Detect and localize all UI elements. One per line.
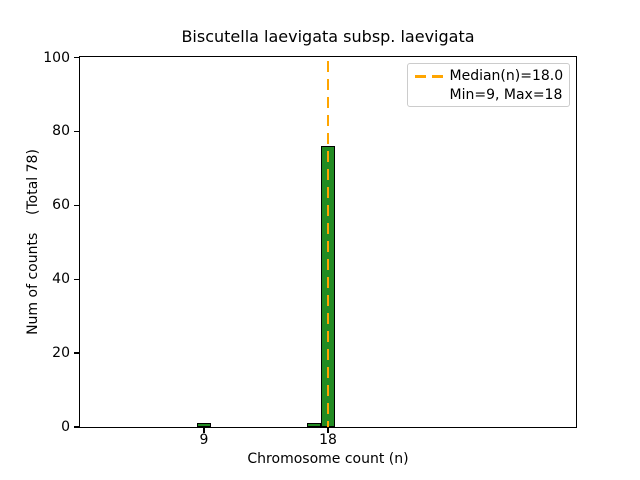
y-tick-label: 100 xyxy=(43,49,70,66)
y-tick-label: 20 xyxy=(52,345,70,362)
bar-x9 xyxy=(197,423,211,427)
y-axis-label: Num of counts (Total 78) xyxy=(25,149,41,335)
legend-row-median: Median(n)=18.0 xyxy=(414,67,564,86)
bar-x17 xyxy=(307,423,322,427)
legend-row-minmax: Min=9, Max=18 xyxy=(415,86,563,105)
y-tick-mark xyxy=(74,204,79,206)
median-line xyxy=(326,60,330,427)
chart-title: Biscutella laevigata subsp. laevigata xyxy=(181,27,475,46)
x-tick-label: 18 xyxy=(319,432,337,448)
median-dashed-line-sample xyxy=(414,74,443,78)
x-axis-label: Chromosome count (n) xyxy=(247,451,409,467)
y-tick-label: 0 xyxy=(61,419,70,435)
x-tick-label: 9 xyxy=(199,432,209,448)
x-tick-mark xyxy=(203,428,205,433)
y-tick-mark xyxy=(74,278,79,280)
y-tick-label: 40 xyxy=(52,271,70,288)
y-tick-mark xyxy=(74,56,79,59)
legend-empty-handle xyxy=(415,93,443,96)
plot-area xyxy=(80,58,576,427)
y-tick-label: 80 xyxy=(52,123,70,140)
legend-label-minmax: Min=9, Max=18 xyxy=(449,86,563,103)
y-tick-mark xyxy=(74,130,79,133)
legend-label-median: Median(n)=18.0 xyxy=(449,68,564,85)
legend: Median(n)=18.0 Min=9, Max=18 xyxy=(406,62,570,107)
y-tick-label: 60 xyxy=(52,197,70,214)
x-tick-mark xyxy=(327,428,329,433)
y-tick-mark xyxy=(74,352,79,354)
y-tick-mark xyxy=(74,426,79,428)
